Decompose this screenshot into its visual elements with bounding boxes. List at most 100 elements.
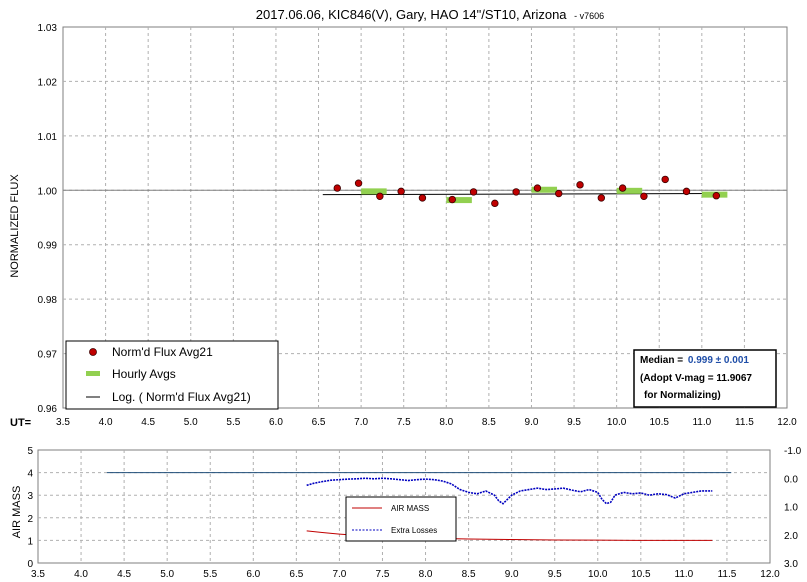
airmass-legend-box xyxy=(345,496,457,542)
flux-point xyxy=(333,184,341,192)
airmass-x-tick-label: 6.0 xyxy=(246,569,260,580)
legend-airmass-label: AIR MASS xyxy=(391,504,429,513)
normalizing-line: for Normalizing) xyxy=(644,390,721,401)
median-label: Median = xyxy=(640,355,683,366)
hourly-avg-mark xyxy=(531,186,558,193)
losses-y-tick-label: 2.0 xyxy=(784,531,798,542)
airmass-x-tick-label: 9.0 xyxy=(505,569,519,580)
legend-log-label: Log. ( Norm'd Flux Avg21) xyxy=(112,390,251,404)
flux-x-tick-label: 6.0 xyxy=(269,417,283,428)
flux-point xyxy=(618,184,627,192)
chart-title-suffix: - v7606 xyxy=(574,11,604,21)
airmass-x-tick-label: 9.5 xyxy=(548,569,562,580)
extra-losses-line xyxy=(306,477,713,505)
median-line: Median = 0.999 ± 0.001 xyxy=(640,355,749,366)
airmass-x-tick-label: 6.5 xyxy=(289,569,303,580)
airmass-x-tick-label: 7.5 xyxy=(376,569,390,580)
airmass-x-tick-label: 8.5 xyxy=(462,569,476,580)
airmass-line xyxy=(306,530,713,541)
flux-y-tick-label: 0.96 xyxy=(38,404,58,415)
flux-point xyxy=(354,179,363,187)
flux-point xyxy=(448,195,456,204)
flux-x-tick-label: 9.5 xyxy=(567,417,581,428)
hourly-avg-mark xyxy=(446,197,472,204)
flux-point xyxy=(712,192,721,200)
legend-flux-label: Norm'd Flux Avg21 xyxy=(112,345,213,359)
flux-point xyxy=(469,188,478,196)
flux-legend-box xyxy=(65,340,279,410)
airmass-x-tick-label: 10.0 xyxy=(588,569,608,580)
adopt-vmag-line: (Adopt V-mag = 11.9067 xyxy=(640,373,752,384)
flux-x-tick-label: 10.0 xyxy=(607,417,627,428)
airmass-y-axis-label: AIR MASS xyxy=(11,486,23,539)
losses-y-tick-label: 0.0 xyxy=(784,474,798,485)
airmass-x-tick-label: 5.5 xyxy=(203,569,217,580)
airmass-y-tick-label: 0 xyxy=(27,559,33,570)
median-info-box: Median = 0.999 ± 0.001 (Adopt V-mag = 11… xyxy=(633,349,777,408)
flux-point xyxy=(512,188,520,196)
flux-x-tick-label: 11.5 xyxy=(735,417,754,428)
flux-y-tick-label: 0.99 xyxy=(38,241,58,252)
legend-flux-marker xyxy=(89,348,97,356)
flux-x-tick-label: 5.0 xyxy=(184,417,198,428)
airmass-x-tick-label: 10.5 xyxy=(631,569,651,580)
flux-x-tick-label: 9.0 xyxy=(525,417,539,428)
airmass-y-tick-label: 2 xyxy=(27,514,33,525)
airmass-x-tick-label: 5.0 xyxy=(160,569,174,580)
flux-x-tick-label: 7.0 xyxy=(354,417,368,428)
chart-title-main: 2017.06.06, KIC846(V), Gary, HAO 14"/ST1… xyxy=(256,7,568,22)
flux-point xyxy=(397,187,405,196)
flux-point xyxy=(555,189,563,198)
airmass-x-tick-label: 11.5 xyxy=(718,569,737,580)
airmass-x-tick-label: 12.0 xyxy=(760,569,780,580)
flux-x-tick-label: 5.5 xyxy=(226,417,240,428)
flux-point xyxy=(533,184,542,192)
flux-point xyxy=(661,175,669,184)
flux-x-tick-label: 4.0 xyxy=(99,417,113,428)
flux-point xyxy=(576,181,584,189)
flux-x-tick-label: 8.0 xyxy=(439,417,453,428)
airmass-x-tick-label: 4.5 xyxy=(117,569,131,580)
median-box-border xyxy=(633,349,777,408)
losses-y-tick-label: 1.0 xyxy=(784,503,798,514)
airmass-x-tick-label: 8.0 xyxy=(419,569,433,580)
legend-losses-label: Extra Losses xyxy=(391,526,437,535)
flux-legend: Norm'd Flux Avg21 Hourly Avgs Log. ( Nor… xyxy=(65,340,279,410)
flux-x-tick-label: 3.5 xyxy=(56,417,70,428)
airmass-x-tick-label: 7.0 xyxy=(332,569,346,580)
airmass-x-tick-label: 3.5 xyxy=(31,569,45,580)
ut-label: UT= xyxy=(10,417,31,429)
airmass-y-tick-label: 1 xyxy=(27,536,33,547)
flux-point xyxy=(640,192,648,200)
legend-hourly-label: Hourly Avgs xyxy=(112,367,176,381)
losses-y-tick-label: 3.0 xyxy=(784,559,798,570)
airmass-y-tick-label: 5 xyxy=(27,446,33,457)
airmass-legend: AIR MASS Extra Losses xyxy=(345,496,457,542)
airmass-y-tick-label: 4 xyxy=(27,469,33,480)
flux-point xyxy=(491,199,499,208)
median-value: 0.999 ± 0.001 xyxy=(688,355,750,366)
flux-y-axis-label: NORMALIZED FLUX xyxy=(9,174,21,278)
flux-x-tick-label: 4.5 xyxy=(141,417,155,428)
flux-x-tick-label: 12.0 xyxy=(777,417,797,428)
flux-y-tick-label: 1.03 xyxy=(38,23,58,34)
flux-x-tick-label: 11.0 xyxy=(692,417,711,428)
flux-point xyxy=(418,194,427,202)
losses-y-tick-label: -1.0 xyxy=(784,446,802,457)
flux-x-tick-label: 7.5 xyxy=(397,417,411,428)
flux-point xyxy=(376,192,384,200)
flux-log-trendline xyxy=(322,193,724,196)
flux-point xyxy=(597,194,606,202)
flux-x-tick-label: 6.5 xyxy=(312,417,326,428)
flux-point xyxy=(682,187,691,196)
chart-title: 2017.06.06, KIC846(V), Gary, HAO 14"/ST1… xyxy=(256,7,604,22)
flux-y-tick-label: 0.97 xyxy=(38,350,58,361)
flux-x-tick-label: 10.5 xyxy=(650,417,670,428)
flux-y-tick-label: 1.00 xyxy=(38,186,58,197)
flux-x-tick-label: 8.5 xyxy=(482,417,496,428)
hourly-avg-mark xyxy=(361,188,387,195)
flux-y-tick-label: 1.01 xyxy=(38,132,58,143)
airmass-y-tick-label: 3 xyxy=(27,491,33,502)
hourly-avg-mark xyxy=(616,187,643,194)
